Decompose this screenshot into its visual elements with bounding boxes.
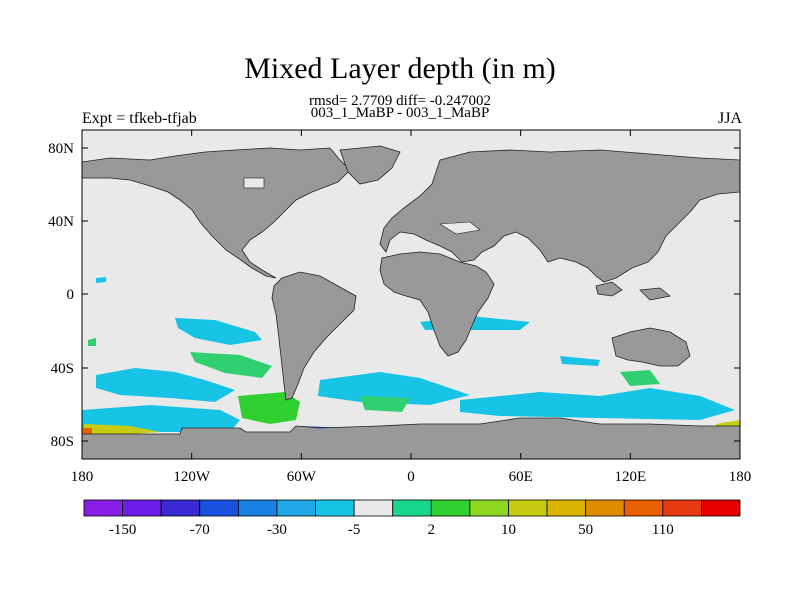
comparison-label: 003_1_MaBP - 003_1_MaBP — [310, 105, 490, 121]
colorbar-swatch — [508, 499, 548, 517]
colorbar-swatch — [392, 499, 432, 517]
colorbar-swatch — [546, 499, 587, 517]
lat-tick-label: 80N — [48, 141, 74, 157]
patch-pacific-south — [96, 368, 235, 402]
south-america — [271, 271, 357, 401]
africa — [379, 251, 495, 357]
colorbar-swatch — [122, 499, 162, 517]
colorbar-swatch — [237, 499, 278, 517]
colorbar-swatch — [83, 499, 123, 517]
hudson-bay — [243, 177, 265, 189]
colorbar-swatch — [315, 499, 355, 517]
mediterranean — [439, 221, 481, 235]
lon-tick-label: 120W — [173, 469, 211, 485]
patch-south-atlantic — [318, 372, 470, 405]
lat-tick-label: 40N — [48, 214, 74, 230]
colorbar-swatch — [662, 499, 702, 517]
lon-tick-label: 60W — [287, 469, 317, 485]
lat-tick-label: 40S — [51, 361, 74, 377]
stats-label: rmsd= 2.7709 diff= -0.247002 — [308, 93, 492, 109]
colorbar-swatch — [276, 499, 316, 517]
lat-tick-label: 0 — [67, 287, 75, 303]
patch-dot-1 — [88, 338, 96, 346]
colorbar-label: 2 — [428, 522, 436, 538]
colorbar-swatch — [160, 499, 201, 517]
lon-tick-label: 0 — [407, 469, 415, 485]
patch-southern-ocean-west — [82, 405, 240, 432]
north-america — [82, 147, 351, 279]
colorbar-label: -5 — [348, 522, 361, 538]
australia — [611, 327, 691, 367]
colorbar-swatch — [623, 499, 664, 517]
experiment-label: Expt = tfkeb-tfjab — [82, 110, 197, 127]
colorbar-label: 10 — [501, 522, 516, 538]
patch-green-atlantic — [360, 396, 410, 412]
patch-green-aus — [620, 370, 660, 386]
greenland — [339, 145, 401, 185]
colorbar-label: 110 — [652, 522, 674, 538]
new-guinea — [639, 287, 671, 301]
colorbar-swatch — [199, 499, 239, 517]
colorbar-swatch — [585, 499, 625, 517]
colorbar-label: -70 — [190, 522, 210, 538]
colorbar-swatch — [353, 499, 394, 517]
patch-green-pacific — [190, 352, 272, 378]
lon-tick-label: 180 — [729, 469, 752, 485]
plot-title: Mixed Layer depth (in m) — [244, 52, 556, 85]
antarctica — [82, 417, 740, 459]
lat-tick-label: 80S — [51, 434, 74, 450]
patch-orange-edge — [82, 428, 92, 434]
map-area — [82, 130, 740, 459]
colorbar-swatch — [430, 499, 471, 517]
patch-southern-indian — [460, 388, 735, 420]
lon-tick-label: 180 — [71, 469, 94, 485]
lon-tick-label: 120E — [614, 469, 646, 485]
lon-tick-label: 60E — [509, 469, 533, 485]
colorbar-label: -30 — [267, 522, 287, 538]
colorbar-label: -150 — [109, 522, 137, 538]
colorbar-swatch — [701, 499, 741, 517]
season-label: JJA — [717, 110, 742, 127]
patch-dot-2 — [96, 277, 106, 283]
axis-ticks: 180 120W 60W 0 60E 120E 180 80N 40N 0 40S 80S — [48, 130, 751, 485]
patch-south-pacific — [175, 318, 262, 345]
se-asia-islands — [595, 281, 623, 297]
anomaly-patches — [82, 277, 740, 440]
colorbar: -150 -70 -30 -5 2 10 50 110 — [83, 499, 741, 538]
land — [82, 145, 740, 459]
patch-atlantic-green — [238, 392, 300, 424]
eurasia — [379, 149, 740, 283]
colorbar-swatch — [469, 499, 509, 517]
patch-yellow-west — [84, 424, 160, 436]
colorbar-label: 50 — [578, 522, 593, 538]
patch-indian-small — [560, 356, 600, 366]
